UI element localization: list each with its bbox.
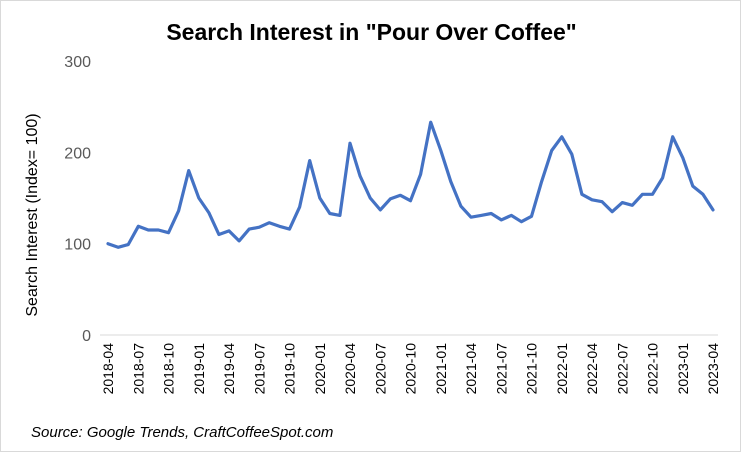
x-tick-label: 2019-01 [191, 343, 207, 395]
chart-title: Search Interest in "Pour Over Coffee" [166, 19, 577, 45]
x-tick-label: 2021-01 [433, 343, 449, 395]
x-tick-label: 2022-01 [554, 343, 570, 395]
source-note: Source: Google Trends, CraftCoffeeSpot.c… [31, 424, 334, 441]
y-tick-label: 200 [64, 145, 91, 162]
x-tick-label: 2020-07 [372, 343, 388, 395]
x-tick-label: 2018-04 [100, 343, 116, 395]
x-tick-label: 2022-10 [645, 343, 661, 395]
x-tick-label: 2022-04 [584, 343, 600, 395]
x-tick-label: 2019-04 [221, 343, 237, 395]
x-tick-label: 2020-01 [312, 343, 328, 395]
x-tick-label: 2020-04 [342, 343, 358, 395]
series-line [106, 120, 715, 249]
x-tick-label: 2022-07 [614, 343, 630, 395]
y-tick-label: 0 [82, 328, 91, 345]
x-tick-label: 2019-10 [282, 343, 298, 395]
x-tick-label: 2021-07 [493, 343, 509, 395]
x-tick-label: 2023-01 [675, 343, 691, 395]
x-tick-label: 2021-04 [463, 343, 479, 395]
y-tick-label: 100 [64, 237, 91, 254]
x-tick-label: 2023-04 [705, 343, 721, 395]
x-tick-label: 2018-10 [161, 343, 177, 395]
x-tick-label: 2021-10 [524, 343, 540, 395]
x-tick-label: 2019-07 [251, 343, 267, 395]
y-tick-label: 300 [64, 54, 91, 71]
x-tick-label: 2020-10 [403, 343, 419, 395]
x-tick-label: 2018-07 [130, 343, 146, 395]
